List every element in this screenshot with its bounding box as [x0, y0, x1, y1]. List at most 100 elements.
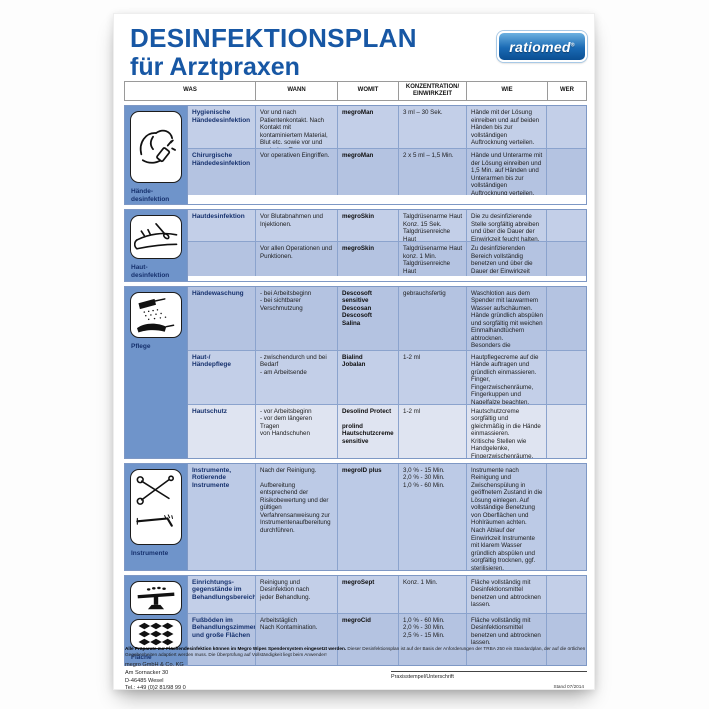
cell-konzentration: 1-2 ml [399, 404, 467, 458]
table-row: Vor allen Operationen und Punktionen. me… [188, 242, 586, 277]
cell-womit: megroID plus [338, 463, 399, 570]
cell-wann: Vor allen Operationen und Punktionen. [256, 242, 338, 277]
cell-wer [547, 405, 585, 458]
section-sidebar: Instrumente [125, 463, 188, 570]
hand-disinfection-icon [130, 111, 182, 183]
instruments-icon [130, 468, 182, 545]
cell-was: Hygienische Händedesinfektion [188, 106, 256, 148]
cell-konzentration: 3,0 % - 15 Min. 2,0 % - 30 Min. 1,0 % - … [399, 463, 467, 570]
col-header-wann: WANN [256, 82, 338, 100]
col-header-konzentration: KONZENTRATION/ EINWIRKZEIT [399, 82, 467, 100]
cell-wann: Arbeitstäglich Nach Kontamination. [256, 613, 338, 665]
section-rows: Hautdesinfektion Vor Blutabnahmen und In… [188, 210, 586, 280]
section-pflege: Pflege Händewaschung - bei Arbeitsbeginn… [124, 285, 587, 459]
signature-label: Praxisstempel/Unterschrift [391, 674, 454, 680]
section-rows: Instrumente, Rotierende Instrumente Nach… [188, 463, 586, 570]
section-haendedesinfektion: Hände- desinfektion Hygienische Händedes… [124, 105, 587, 206]
cell-was: Hautdesinfektion [188, 210, 256, 242]
cell-wer [547, 242, 585, 276]
cell-konzentration: Talgdrüsenarme Haut Konz. 15 Sek. Talgdr… [399, 210, 467, 242]
skin-disinfection-icon [130, 215, 182, 260]
cell-wann: Vor Blutabnahmen und Injektionen. [256, 210, 338, 242]
cell-wann: Vor operativen Eingriffen. [256, 149, 338, 195]
section-rows: Hygienische Händedesinfektion Vor und na… [188, 106, 586, 204]
col-header-was: WAS [125, 82, 256, 100]
title-line1: DESINFEKTIONSPLAN [130, 23, 417, 53]
section-sidebar: Hände- desinfektion [125, 106, 188, 205]
table-row: Hautschutz - vor Arbeitsbeginn - vor dem… [188, 404, 586, 458]
cell-was: Händewaschung [188, 286, 256, 350]
cell-wie: Zu desinfizierenden Bereich vollständig … [467, 242, 547, 277]
section-label: Haut- desinfektion [131, 264, 170, 280]
table-row: Hautdesinfektion Vor Blutabnahmen und In… [188, 210, 586, 243]
cell-womit: megroMan [338, 149, 399, 195]
cell-wann: - zwischendurch und bei Bedarf - am Arbe… [256, 350, 338, 404]
cell-was [188, 242, 256, 277]
table-row: Haut-/ Händepflege - zwischendurch und b… [188, 350, 586, 405]
table-row: Einrichtungs- gegenstände im Behandlungs… [188, 575, 586, 614]
cell-wann: Reinigung und Desinfektion nach jeder Be… [256, 575, 338, 613]
cell-wer [547, 576, 585, 613]
cell-wie: Hände und Unterarme mit der Lösung einre… [467, 149, 547, 195]
cell-womit: Descosoft sensitive Descosan Descosoft S… [338, 286, 399, 350]
cell-wer [547, 351, 585, 404]
cell-was: Fußböden im Behandlungszimmer und große … [188, 613, 256, 665]
ratiomed-logo: ratiomed® [497, 31, 587, 62]
ratiomed-logo-text: ratiomed® [509, 38, 575, 55]
cell-konzentration: gebrauchsfertig [399, 286, 467, 350]
section-sidebar: Pflege [125, 286, 188, 458]
col-header-wie: WIE [467, 82, 548, 100]
cell-wie: Hautschutzcreme sorgfältig und gleichmäß… [467, 404, 547, 458]
cell-konzentration: 1-2 ml [399, 350, 467, 404]
cell-wann: - bei Arbeitsbeginn - bei sichtbarer Ver… [256, 286, 338, 350]
cell-wie: Fläche vollständig mit Desinfektionsmitt… [467, 575, 547, 613]
cell-womit: megroCid [338, 613, 399, 665]
cell-wie: Fläche vollständig mit Desinfektionsmitt… [467, 613, 547, 665]
plan-table: WAS WANN WOMIT KONZENTRATION/ EINWIRKZEI… [124, 81, 587, 666]
cell-wer [547, 464, 585, 570]
footer-note-rest: Dieser Desinfektionsplan ist auf der Bas… [125, 646, 586, 658]
cell-wer [547, 210, 585, 241]
footer-note: Alle Präparate zur Flächendesinfektion k… [125, 646, 586, 659]
cell-womit: megroSkin [338, 242, 399, 277]
section-rows: Einrichtungs- gegenstände im Behandlungs… [188, 575, 586, 665]
cell-wie: Hände mit der Lösung einreiben und auf b… [467, 106, 547, 148]
disinfection-plan-poster: DESINFEKTIONSPLAN für Arztpraxen ratiome… [113, 13, 595, 691]
title-line2: für Arztpraxen [130, 53, 300, 81]
cell-was: Hautschutz [188, 404, 256, 458]
section-sidebar: Haut- desinfektion [125, 210, 188, 281]
floor-tiles-icon [130, 618, 182, 649]
cell-womit: Desolind Protect prolind Hautschutzcreme… [338, 404, 399, 458]
cell-was: Chirurgische Händedesinfektion [188, 149, 256, 195]
cell-konzentration: Talgdrüsenarme Haut konz. 1 Min. Talgdrü… [399, 242, 467, 277]
signature-line [391, 671, 587, 672]
cell-konzentration: 2 x 5 ml – 1,5 Min. [399, 149, 467, 195]
cell-wer [547, 149, 585, 195]
col-header-wer: WER [560, 87, 574, 94]
cell-was: Haut-/ Händepflege [188, 350, 256, 404]
cell-womit: Bialind Jobalan [338, 350, 399, 404]
cell-was: Instrumente, Rotierende Instrumente [188, 463, 256, 570]
section-instrumente: Instrumente Instrumente, Rotierende Inst… [124, 462, 587, 571]
section-flaeche: Fläche Einrichtungs- gegenstände im Beha… [124, 574, 587, 666]
col-header-womit: WOMIT [338, 82, 399, 100]
cell-konzentration: Konz. 1 Min. [399, 575, 467, 613]
cell-wer [547, 106, 585, 148]
signature-area: Praxisstempel/Unterschrift [391, 671, 587, 680]
cell-was: Einrichtungs- gegenstände im Behandlungs… [188, 575, 256, 613]
section-label: Hände- desinfektion [131, 188, 170, 204]
section-label: Instrumente [131, 549, 169, 557]
cell-wie: Hautpflegecreme auf die Hände auftragen … [467, 350, 547, 404]
cell-wer [547, 287, 585, 350]
table-header-row: WAS WANN WOMIT KONZENTRATION/ EINWIRKZEI… [124, 81, 587, 101]
table-row: Hygienische Händedesinfektion Vor und na… [188, 106, 586, 149]
section-rows: Händewaschung - bei Arbeitsbeginn - bei … [188, 286, 586, 458]
page-title: DESINFEKTIONSPLAN für Arztpraxen [130, 23, 417, 82]
treatment-chair-icon [130, 580, 182, 615]
version-label: Stand 07/2014 [553, 684, 585, 689]
cell-wie: Instrumente nach Reinigung und Zwischens… [467, 463, 547, 570]
section-label: Pflege [131, 342, 151, 350]
cell-wie: Waschlotion aus dem Spender mit lauwarme… [467, 286, 547, 350]
cell-wann: - vor Arbeitsbeginn - vor dem längeren T… [256, 404, 338, 458]
table-row: Händewaschung - bei Arbeitsbeginn - bei … [188, 286, 586, 351]
